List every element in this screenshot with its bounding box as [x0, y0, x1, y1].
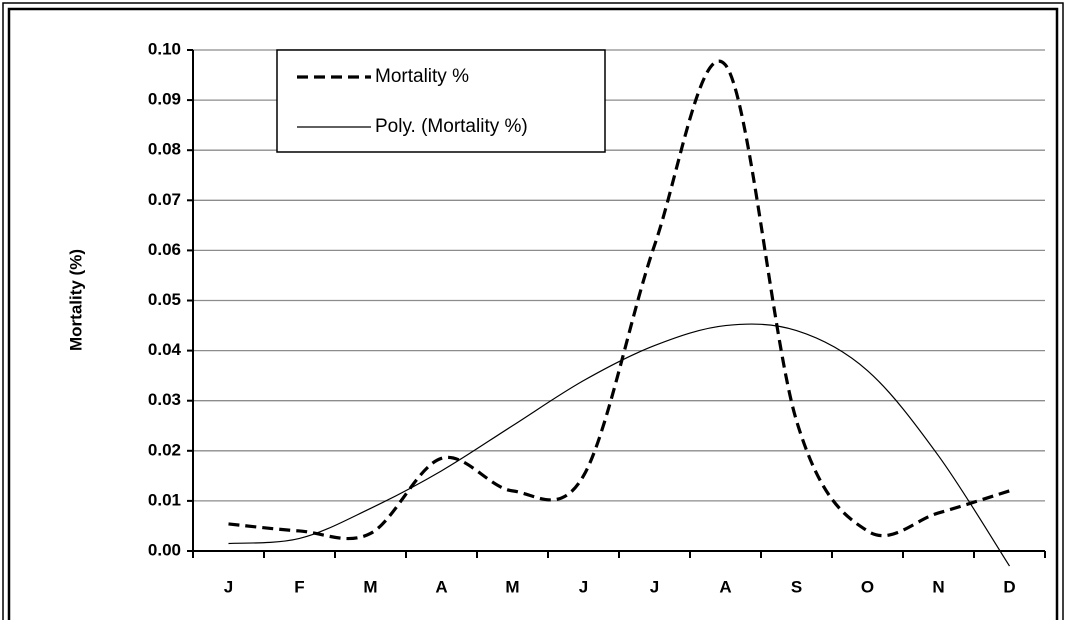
y-tick-label: 0.05	[148, 290, 181, 309]
y-tick-label: 0.03	[148, 390, 181, 409]
y-axis-label: Mortality (%)	[66, 249, 85, 351]
y-tick-label: 0.00	[148, 540, 181, 559]
x-tick-label: J	[224, 577, 233, 596]
x-tick-label: O	[861, 577, 874, 596]
series-line	[228, 59, 1010, 541]
y-tick-label: 0.04	[148, 340, 182, 359]
series-line	[228, 323, 1011, 567]
x-tick-label: J	[579, 577, 588, 596]
legend-label: Mortality %	[375, 66, 469, 87]
y-tick-label: 0.09	[148, 90, 181, 109]
y-tick-label: 0.01	[148, 490, 181, 509]
legend-box	[276, 49, 606, 153]
inner-frame	[7, 7, 1059, 620]
x-tick-label: M	[363, 577, 377, 596]
x-tick-label: S	[791, 577, 802, 596]
x-tick-label: A	[719, 577, 731, 596]
legend-label: Poly. (Mortality %)	[375, 116, 528, 137]
y-tick-label: 0.07	[148, 190, 181, 209]
y-tick-label: 0.08	[148, 140, 181, 159]
y-tick-label: 0.10	[148, 39, 181, 58]
x-tick-label: M	[505, 577, 519, 596]
x-tick-label: N	[932, 577, 944, 596]
x-tick-label: A	[435, 577, 447, 596]
y-tick-label: 0.02	[148, 440, 181, 459]
x-tick-label: D	[1003, 577, 1015, 596]
y-tick-label: 0.06	[148, 240, 181, 259]
x-tick-label: J	[650, 577, 659, 596]
x-tick-label: F	[294, 577, 304, 596]
